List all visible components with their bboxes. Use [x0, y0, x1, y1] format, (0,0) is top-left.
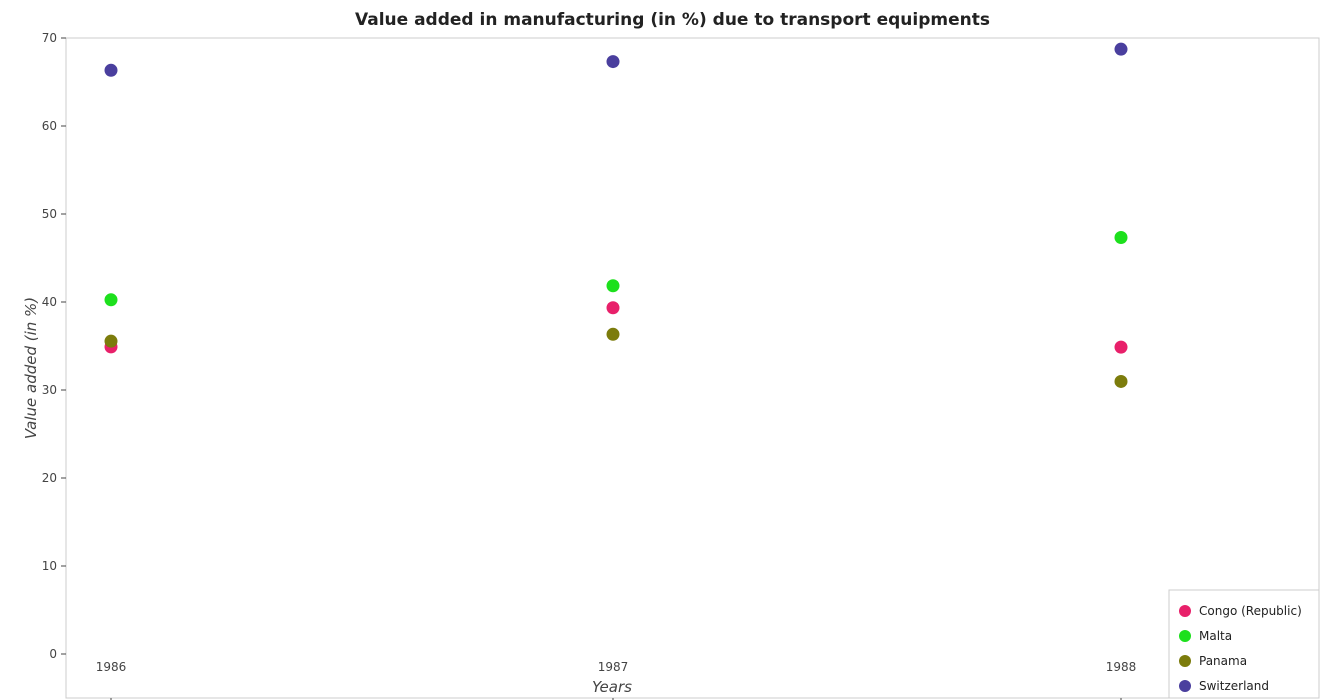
point-switzerland-1988 — [1114, 42, 1128, 56]
point-congo-republic-1987 — [606, 301, 620, 315]
x-tick-label: 1986 — [96, 660, 127, 674]
legend-label: Panama — [1199, 654, 1247, 668]
y-tick-label: 30 — [42, 383, 57, 397]
x-tick-label: 1987 — [598, 660, 629, 674]
plot-area — [65, 37, 1320, 699]
y-tick-label: 60 — [42, 119, 57, 133]
legend-box — [1168, 589, 1320, 699]
point-congo-republic-1988 — [1114, 340, 1128, 354]
y-tick-label: 10 — [42, 559, 57, 573]
point-panama-1988 — [1114, 374, 1128, 388]
legend-marker — [1179, 630, 1191, 642]
point-switzerland-1986 — [104, 63, 118, 77]
x-tick-label: 1988 — [1106, 660, 1137, 674]
chart-title: Value added in manufacturing (in %) due … — [355, 10, 990, 30]
point-panama-1986 — [104, 334, 118, 348]
y-tick-label: 50 — [42, 207, 57, 221]
legend-label: Malta — [1199, 629, 1232, 643]
legend-marker — [1179, 680, 1191, 692]
y-axis: 0 10 20 30 40 50 60 70 — [42, 31, 66, 661]
data-points — [104, 42, 1128, 388]
point-switzerland-1987 — [606, 55, 620, 69]
legend-label: Switzerland — [1199, 679, 1269, 693]
point-malta-1986 — [104, 293, 118, 307]
y-tick-label: 70 — [42, 31, 57, 45]
y-tick-label: 20 — [42, 471, 57, 485]
point-panama-1987 — [606, 327, 620, 341]
legend-marker — [1179, 605, 1191, 617]
point-malta-1988 — [1114, 230, 1128, 244]
x-axis-label: Years — [592, 678, 632, 696]
point-malta-1987 — [606, 279, 620, 293]
y-tick-label: 40 — [42, 295, 57, 309]
y-tick-label: 0 — [49, 647, 57, 661]
x-axis: 1986 1987 1988 — [96, 660, 1137, 700]
legend-label: Congo (Republic) — [1199, 604, 1302, 618]
legend-marker — [1179, 655, 1191, 667]
legend: Congo (Republic) Malta Panama Switzerland — [1168, 589, 1320, 699]
y-axis-label: Value added (in %) — [22, 297, 40, 439]
